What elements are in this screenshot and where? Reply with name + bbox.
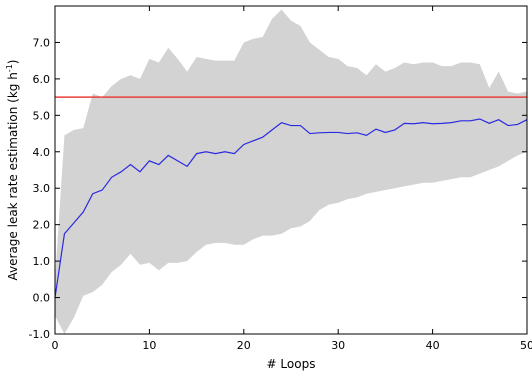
y-axis-ticks: -1.0 0.0 1.0 2.0 3.0 4.0 5.0 6.0 7.0 xyxy=(29,36,527,341)
x-tick-label-20: 20 xyxy=(237,339,251,352)
y-axis-label-main: Average leak rate estimation (kg h xyxy=(6,72,20,280)
x-tick-label-40: 40 xyxy=(426,339,440,352)
y-tick-label-2.0: 2.0 xyxy=(33,219,51,232)
y-axis-label-suffix: ) xyxy=(6,60,20,65)
y-axis-label-superscript: -1 xyxy=(5,64,14,72)
x-axis-label: # Loops xyxy=(267,357,316,371)
y-tick-label-7.0: 7.0 xyxy=(33,36,51,49)
y-tick-label-6.0: 6.0 xyxy=(33,73,51,86)
y-tick-label-4.0: 4.0 xyxy=(33,146,51,159)
y-tick-label-0.0: 0.0 xyxy=(33,292,51,305)
plot-area xyxy=(54,9,528,335)
plot-frame xyxy=(54,5,528,335)
x-tick-label-30: 30 xyxy=(331,339,345,352)
x-tick-label-10: 10 xyxy=(142,339,156,352)
y-axis-label: Average leak rate estimation (kg h-1) xyxy=(5,60,20,281)
uncertainty-band xyxy=(55,9,527,335)
y-tick-label-3.0: 3.0 xyxy=(33,182,51,195)
y-tick-label--1.0: -1.0 xyxy=(29,328,50,341)
x-axis-ticks: 0 10 20 30 40 50 xyxy=(52,6,532,352)
mean-estimate-line xyxy=(54,118,528,298)
x-tick-label-0: 0 xyxy=(52,339,59,352)
x-tick-label-50: 50 xyxy=(520,339,532,352)
y-tick-label-1.0: 1.0 xyxy=(33,255,51,268)
y-tick-label-5.0: 5.0 xyxy=(33,109,51,122)
